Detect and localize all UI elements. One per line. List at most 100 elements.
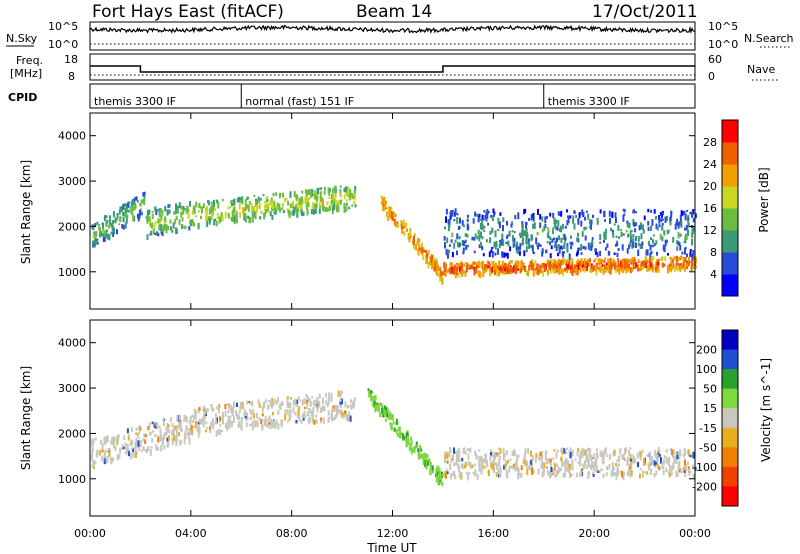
echo-mark [622, 453, 625, 459]
echo-mark [427, 460, 429, 466]
echo-mark [488, 263, 491, 269]
echo-mark [101, 222, 104, 225]
echo-mark [168, 429, 171, 434]
echo-mark [405, 439, 407, 443]
echo-mark [615, 267, 618, 273]
echo-mark [326, 403, 329, 407]
echo-mark [558, 247, 561, 254]
echo-mark [388, 413, 391, 418]
echo-mark [555, 243, 558, 247]
echo-mark [107, 224, 110, 229]
echo-mark [319, 191, 322, 197]
echo-mark [660, 257, 663, 261]
echo-mark [587, 213, 590, 220]
echo-mark [171, 229, 174, 233]
station-title: Fort Hays East (fitACF) [92, 2, 284, 22]
echo-mark [95, 453, 98, 458]
echo-mark [555, 452, 558, 459]
echo-mark [261, 424, 264, 431]
echo-mark [271, 208, 274, 212]
echo-mark [339, 410, 342, 415]
echo-mark [498, 462, 501, 468]
echo-mark [646, 471, 649, 475]
echo-mark [270, 201, 273, 207]
echo-mark [175, 215, 178, 220]
echo-mark [517, 212, 520, 220]
echo-mark [273, 200, 276, 207]
echo-mark [520, 465, 523, 471]
echo-mark [594, 248, 597, 253]
echo-mark [148, 209, 151, 213]
echo-mark [630, 261, 633, 265]
echo-mark [563, 244, 566, 249]
echo-mark [584, 246, 587, 250]
echo-mark [163, 224, 166, 231]
echo-mark [194, 413, 197, 418]
echo-mark [192, 207, 195, 211]
echo-mark [684, 449, 686, 456]
echo-mark [191, 210, 194, 215]
echo-mark [677, 452, 680, 457]
echo-mark [214, 208, 217, 211]
echo-mark [566, 465, 569, 473]
echo-mark [531, 455, 534, 462]
echo-mark [298, 398, 301, 402]
echo-mark [208, 218, 211, 225]
echo-mark [212, 407, 215, 412]
echo-mark [521, 239, 524, 246]
echo-mark [689, 251, 692, 257]
echo-mark [457, 454, 460, 462]
echo-mark [532, 470, 535, 474]
echo-mark [224, 403, 227, 410]
echo-mark [394, 213, 397, 218]
echo-mark [248, 408, 251, 412]
echo-mark [608, 454, 611, 460]
echo-mark [99, 231, 102, 238]
echo-mark [501, 265, 504, 271]
echo-mark [337, 408, 340, 412]
echo-mark [672, 258, 674, 264]
echo-mark [655, 216, 657, 220]
echo-mark [615, 473, 618, 480]
echo-mark [504, 463, 507, 469]
echo-mark [193, 222, 196, 227]
echo-mark [492, 464, 495, 470]
echo-mark [349, 193, 352, 201]
echo-mark [534, 260, 537, 266]
echo-mark [570, 467, 573, 470]
echo-mark [254, 420, 257, 426]
echo-mark [581, 209, 584, 216]
echo-mark [240, 423, 243, 430]
echo-mark [477, 229, 480, 235]
echo-mark [670, 210, 673, 217]
echo-mark [116, 229, 118, 235]
echo-mark [542, 263, 545, 269]
echo-mark [306, 403, 309, 407]
nsearch-tick-bottom: 10^0 [708, 38, 738, 51]
echo-mark [553, 220, 556, 228]
echo-mark [91, 442, 94, 447]
echo-mark [311, 415, 314, 423]
echo-mark [557, 268, 560, 271]
echo-mark [388, 210, 391, 214]
echo-mark [206, 408, 209, 412]
echo-mark [236, 413, 239, 420]
echo-mark [528, 218, 531, 221]
echo-mark [143, 195, 146, 199]
echo-mark [116, 213, 119, 219]
echo-mark [599, 209, 602, 214]
echo-mark [421, 242, 424, 249]
echo-mark [570, 235, 572, 239]
echo-mark [280, 207, 283, 211]
echo-mark [198, 426, 201, 434]
echo-mark [334, 193, 337, 198]
echo-mark [311, 202, 314, 210]
echo-mark [159, 219, 162, 224]
echo-mark [137, 431, 140, 435]
echo-mark [517, 467, 520, 472]
echo-mark [261, 405, 264, 413]
echo-mark [167, 426, 170, 431]
echo-mark [468, 264, 471, 267]
cpid-segments: themis 3300 IF normal (fast) 151 IF themis… [94, 84, 630, 108]
echo-mark [662, 470, 665, 476]
